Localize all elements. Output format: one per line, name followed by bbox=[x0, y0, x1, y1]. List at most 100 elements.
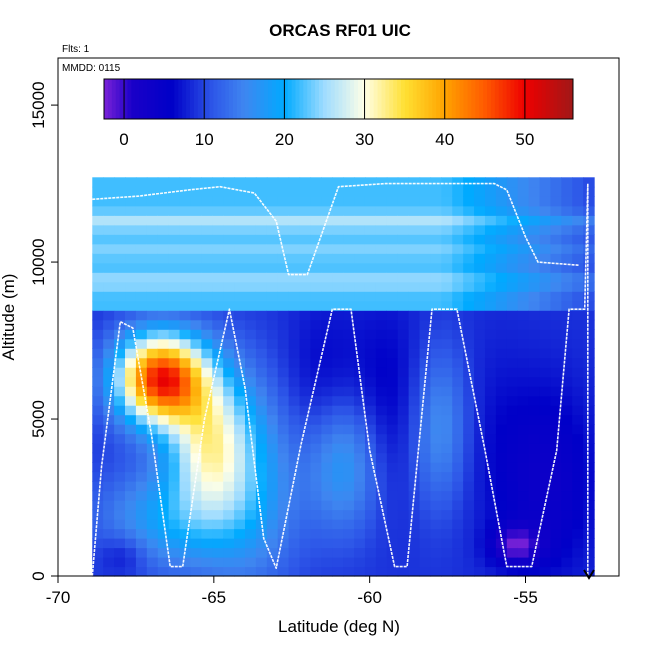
heatmap-cell bbox=[495, 291, 508, 302]
heatmap-cell bbox=[114, 224, 126, 235]
heatmap-cell bbox=[212, 395, 224, 406]
heatmap-cell bbox=[484, 500, 497, 511]
heatmap-cell bbox=[474, 262, 486, 273]
heatmap-cell bbox=[452, 538, 464, 549]
heatmap-cell bbox=[103, 424, 115, 435]
heatmap-cell bbox=[495, 471, 508, 482]
heatmap-cell bbox=[419, 319, 432, 330]
heatmap-cell bbox=[92, 433, 104, 444]
heatmap-cell bbox=[299, 338, 312, 349]
heatmap-cell bbox=[419, 490, 432, 501]
heatmap-cell bbox=[375, 405, 388, 416]
heatmap-cell bbox=[223, 376, 235, 387]
heatmap-cell bbox=[430, 443, 442, 454]
heatmap-cell bbox=[255, 500, 268, 511]
heatmap-cell bbox=[452, 177, 464, 188]
heatmap-cell bbox=[354, 329, 366, 340]
heatmap-cell bbox=[168, 281, 181, 292]
x-axis: -70 -65 -60 -55 bbox=[46, 576, 538, 607]
heatmap-cell bbox=[463, 367, 475, 378]
heatmap-cell bbox=[386, 234, 399, 245]
colorbar-segment bbox=[385, 79, 390, 119]
heatmap-cell bbox=[223, 205, 235, 216]
upper-flight-track-line bbox=[92, 182, 579, 276]
heatmap-cell bbox=[495, 300, 508, 311]
heatmap-cell bbox=[245, 481, 257, 492]
heatmap-cell bbox=[277, 566, 290, 577]
heatmap-cell bbox=[364, 310, 377, 321]
heatmap-cell bbox=[583, 424, 595, 435]
heatmap-cell bbox=[223, 367, 235, 378]
heatmap-cell bbox=[103, 348, 115, 359]
heatmap-cell bbox=[463, 424, 475, 435]
heatmap-cell bbox=[397, 509, 410, 520]
heatmap-cell bbox=[583, 215, 595, 226]
heatmap-cell bbox=[201, 509, 213, 520]
heatmap-cell bbox=[212, 329, 224, 340]
heatmap-cell bbox=[288, 186, 301, 197]
heatmap-cell bbox=[408, 357, 421, 368]
colorbar-segment bbox=[162, 79, 168, 119]
heatmap-cell bbox=[288, 243, 301, 254]
heatmap-cell bbox=[463, 557, 475, 568]
heatmap-cell bbox=[452, 338, 464, 349]
heatmap-cell bbox=[223, 405, 235, 416]
heatmap-cell bbox=[277, 490, 290, 501]
heatmap-cell bbox=[266, 424, 279, 435]
heatmap-cell bbox=[103, 177, 115, 188]
heatmap-cell bbox=[572, 414, 584, 425]
heatmap-cell bbox=[114, 272, 126, 283]
colorbar-segment bbox=[131, 79, 136, 119]
heatmap-cell bbox=[550, 500, 562, 511]
heatmap-cell bbox=[474, 481, 486, 492]
heatmap-cell bbox=[157, 538, 170, 549]
heatmap-cell bbox=[234, 300, 246, 311]
heatmap-cell bbox=[550, 433, 562, 444]
heatmap-cell bbox=[528, 224, 541, 235]
colorbar-segment bbox=[526, 79, 531, 119]
heatmap-cell bbox=[354, 500, 366, 511]
heatmap-cell bbox=[343, 262, 355, 273]
colorbar-segment bbox=[326, 79, 332, 119]
heatmap-cell bbox=[397, 291, 410, 302]
heatmap-cell bbox=[277, 452, 290, 463]
heatmap-cell bbox=[277, 519, 290, 530]
heatmap-cell bbox=[299, 557, 312, 568]
heatmap-cell bbox=[234, 177, 246, 188]
heatmap-cell bbox=[321, 300, 333, 311]
heatmap-cell bbox=[255, 300, 268, 311]
heatmap-cell bbox=[484, 310, 497, 321]
heatmap-cell bbox=[452, 291, 464, 302]
heatmap-cell bbox=[114, 433, 126, 444]
heatmap-cell bbox=[223, 196, 235, 207]
heatmap-cell bbox=[212, 281, 224, 292]
heatmap-cell bbox=[223, 224, 235, 235]
heatmap-cell bbox=[299, 319, 312, 330]
heatmap-cell bbox=[212, 367, 224, 378]
heatmap-cell bbox=[364, 376, 377, 387]
heatmap-cell bbox=[125, 528, 137, 539]
heatmap-cell bbox=[354, 262, 366, 273]
colorbar: 0 10 20 30 40 50 bbox=[103, 78, 574, 149]
heatmap-cell bbox=[517, 471, 530, 482]
heatmap-cell bbox=[114, 300, 126, 311]
heatmap-cell bbox=[332, 500, 344, 511]
heatmap-cell bbox=[135, 338, 148, 349]
heatmap-cell bbox=[135, 471, 148, 482]
heatmap-cell bbox=[375, 386, 388, 397]
heatmap-cell bbox=[277, 367, 290, 378]
heatmap-cell bbox=[310, 367, 322, 378]
heatmap-cell bbox=[179, 186, 192, 197]
heatmap-cell bbox=[310, 310, 322, 321]
heatmap-cell bbox=[495, 196, 508, 207]
heatmap-cell bbox=[332, 367, 344, 378]
heatmap-cell bbox=[157, 338, 170, 349]
heatmap-cell bbox=[484, 329, 497, 340]
heatmap-cell bbox=[463, 519, 475, 530]
heatmap-cell bbox=[92, 519, 104, 530]
heatmap-cell bbox=[452, 376, 464, 387]
heatmap-cell bbox=[332, 300, 344, 311]
heatmap-cell bbox=[550, 452, 562, 463]
heatmap-cell bbox=[441, 205, 453, 216]
heatmap-cell bbox=[234, 538, 246, 549]
